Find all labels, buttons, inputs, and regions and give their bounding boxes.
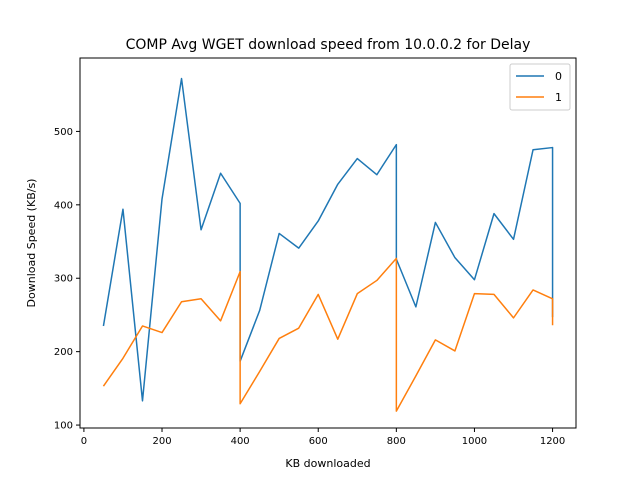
y-tick-label: 400 [54, 200, 73, 211]
chart-title: COMP Avg WGET download speed from 10.0.0… [126, 37, 531, 53]
x-axis-label: KB downloaded [285, 457, 370, 470]
y-axis-label: Download Speed (KB/s) [25, 179, 38, 308]
series-layer [102, 77, 554, 412]
x-tick-label: 1200 [540, 436, 565, 447]
series-line-0 [102, 77, 554, 402]
x-axis: 0 200 400 600 800 1000 1200 [81, 428, 565, 447]
legend: 01 [509, 63, 571, 111]
x-tick-label: 600 [309, 436, 328, 447]
y-tick-label: 300 [54, 274, 73, 285]
x-tick-label: 400 [231, 436, 250, 447]
x-tick-label: 800 [387, 436, 406, 447]
x-tick-label: 200 [152, 436, 171, 447]
y-tick-label: 100 [54, 421, 73, 432]
y-axis: 100 200 300 400 500 [54, 127, 80, 432]
series-line-1 [102, 257, 554, 412]
plot-area-frame [79, 57, 577, 429]
y-tick-label: 500 [54, 127, 73, 138]
x-tick-label: 0 [81, 436, 87, 447]
legend-label-1: 1 [555, 91, 562, 104]
y-tick-label: 200 [54, 347, 73, 358]
legend-label-0: 0 [555, 70, 562, 83]
x-tick-label: 1000 [462, 436, 487, 447]
